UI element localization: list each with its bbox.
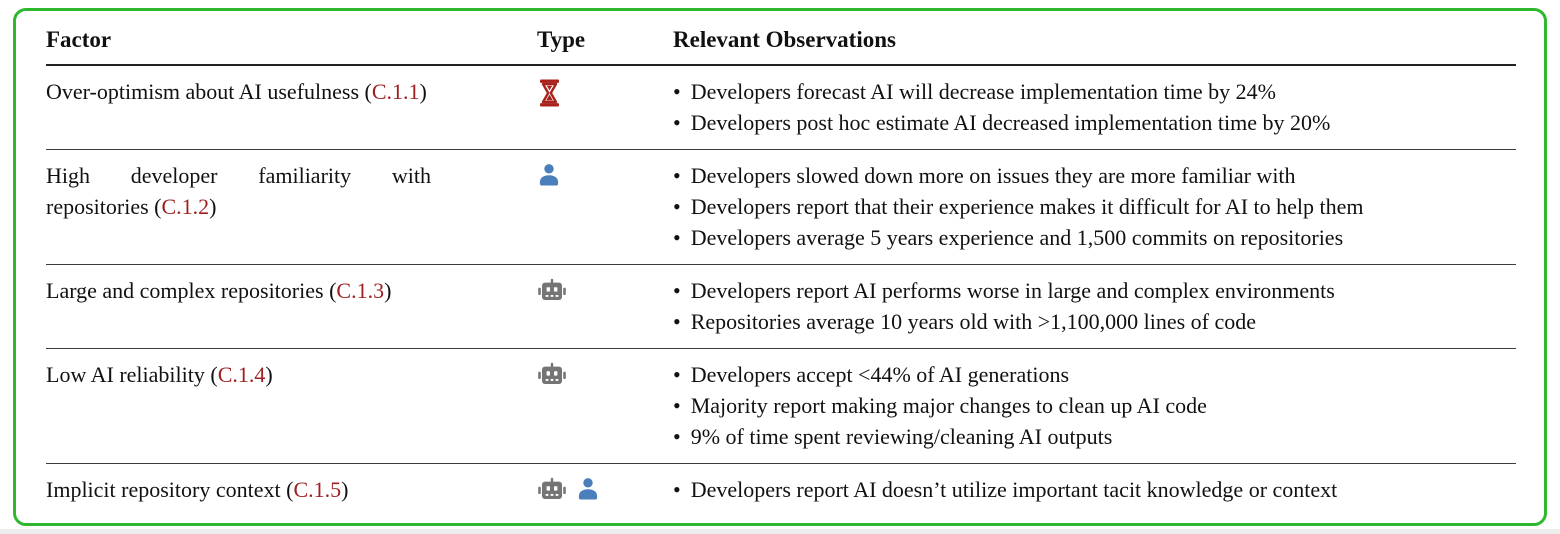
person-icon bbox=[576, 477, 600, 501]
observation-item: Developers average 5 years experience an… bbox=[673, 222, 1516, 253]
observation-item: Developers slowed down more on issues th… bbox=[673, 160, 1516, 191]
factors-table-frame: Factor Type Relevant Observations Over-o… bbox=[13, 8, 1547, 526]
person-icon bbox=[537, 163, 561, 187]
factor-cell: Over-optimism about AI usefulness (C.1.1… bbox=[46, 76, 537, 107]
observation-item: Developers accept <44% of AI generations bbox=[673, 359, 1516, 390]
factor-cell: Large and complex repositories (C.1.3) bbox=[46, 275, 537, 306]
observations-list: Developers report AI performs worse in l… bbox=[673, 275, 1516, 337]
header-observations: Relevant Observations bbox=[673, 27, 896, 52]
robot-icon bbox=[537, 477, 567, 503]
factor-ref: (C.1.4) bbox=[210, 362, 273, 387]
observation-item: Majority report making major changes to … bbox=[673, 390, 1516, 421]
factor-text: Large and complex repositories bbox=[46, 278, 324, 303]
observation-item: 9% of time spent reviewing/cleaning AI o… bbox=[673, 421, 1516, 452]
table-row: Implicit repository context (C.1.5) Deve… bbox=[46, 463, 1516, 520]
observations-list: Developers slowed down more on issues th… bbox=[673, 160, 1516, 253]
table-row: Low AI reliability (C.1.4) Developers ac… bbox=[46, 348, 1516, 463]
factor-ref: (C.1.3) bbox=[329, 278, 392, 303]
header-type: Type bbox=[537, 27, 586, 52]
factor-text: Low AI reliability bbox=[46, 362, 205, 387]
factor-ref: (C.1.5) bbox=[286, 477, 349, 502]
reference-link[interactable]: C.1.2 bbox=[161, 194, 210, 219]
reference-link[interactable]: C.1.1 bbox=[371, 79, 420, 104]
factor-text: Over-optimism about AI usefulness bbox=[46, 79, 360, 104]
observations-list: Developers report AI doesn’t utilize imp… bbox=[673, 474, 1516, 505]
observation-item: Repositories average 10 years old with >… bbox=[673, 306, 1516, 337]
factor-ref: (C.1.2) bbox=[154, 194, 217, 219]
observations-list: Developers forecast AI will decrease imp… bbox=[673, 76, 1516, 138]
table-row: Over-optimism about AI usefulness (C.1.1… bbox=[46, 64, 1516, 149]
factor-text: Implicit repository context bbox=[46, 477, 281, 502]
observations-list: Developers accept <44% of AI generations… bbox=[673, 359, 1516, 452]
type-cell bbox=[537, 359, 673, 388]
type-cell bbox=[537, 474, 673, 503]
hourglass-icon bbox=[537, 79, 562, 107]
robot-icon bbox=[537, 362, 567, 388]
observation-item: Developers forecast AI will decrease imp… bbox=[673, 76, 1516, 107]
table-row: Large and complex repositories (C.1.3) D… bbox=[46, 264, 1516, 348]
header-factor: Factor bbox=[46, 27, 112, 52]
observation-item: Developers report that their experience … bbox=[673, 191, 1516, 222]
factor-cell: Implicit repository context (C.1.5) bbox=[46, 474, 537, 505]
factors-table: Factor Type Relevant Observations Over-o… bbox=[16, 11, 1544, 520]
factor-text: High developer familiarity with reposito… bbox=[46, 163, 431, 219]
reference-link[interactable]: C.1.4 bbox=[217, 362, 266, 387]
observation-item: Developers report AI performs worse in l… bbox=[673, 275, 1516, 306]
page-edge-strip bbox=[0, 529, 1560, 534]
factor-cell: High developer familiarity with reposito… bbox=[46, 160, 537, 222]
reference-link[interactable]: C.1.3 bbox=[336, 278, 385, 303]
robot-icon bbox=[537, 278, 567, 304]
observation-item: Developers report AI doesn’t utilize imp… bbox=[673, 474, 1516, 505]
observation-item: Developers post hoc estimate AI decrease… bbox=[673, 107, 1516, 138]
type-cell bbox=[537, 160, 673, 187]
table-row: High developer familiarity with reposito… bbox=[46, 149, 1516, 264]
factor-ref: (C.1.1) bbox=[364, 79, 427, 104]
type-cell bbox=[537, 76, 673, 107]
table-header-row: Factor Type Relevant Observations bbox=[46, 11, 1516, 64]
factor-cell: Low AI reliability (C.1.4) bbox=[46, 359, 537, 390]
reference-link[interactable]: C.1.5 bbox=[293, 477, 342, 502]
type-cell bbox=[537, 275, 673, 304]
